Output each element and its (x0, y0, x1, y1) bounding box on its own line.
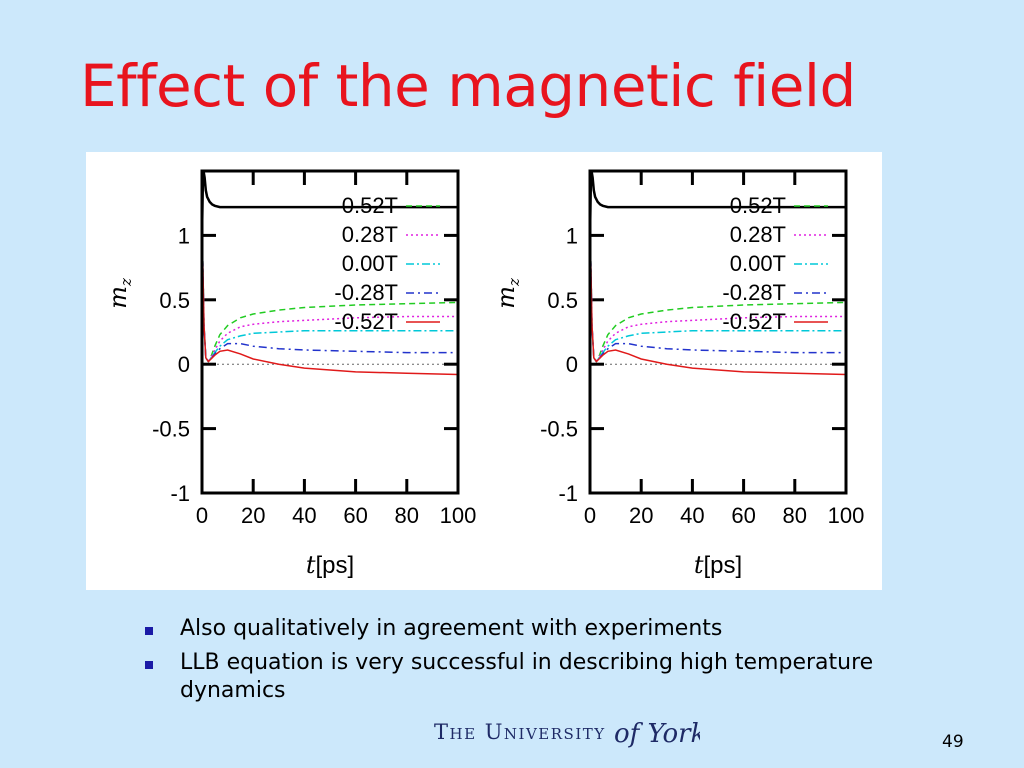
logo-script-text: of York (614, 719, 700, 749)
x-tick-label: 40 (292, 503, 316, 528)
legend-label: -0.52T (722, 309, 786, 334)
y-tick-label: -0.5 (540, 417, 578, 442)
x-axis-label: t[ps] (694, 551, 742, 579)
bullet-text: Also qualitatively in agreement with exp… (180, 616, 723, 641)
chart-2: 0 20 40 60 80 100 -1 -0.5 0 0.5 1 0.52T 0.28T 0.00T -0… (492, 169, 865, 579)
x-tick-label: 100 (828, 503, 865, 528)
series-line-reference (200, 170, 458, 236)
y-tick-label: 0 (178, 352, 190, 377)
plot-frame (588, 169, 848, 495)
bullet-square-icon (145, 661, 153, 669)
series-line-028T (589, 258, 846, 363)
series-line-000T (589, 258, 846, 363)
series-line-000T (201, 258, 458, 363)
university-logo: The University of York (434, 712, 700, 752)
bullet-square-icon (145, 627, 153, 635)
legend-label: 0.52T (730, 193, 786, 218)
y-axis-label: mz (492, 278, 523, 309)
x-axis-label: t[ps] (306, 551, 354, 579)
logo-text: The University (434, 720, 606, 744)
series-line-052T (589, 258, 847, 364)
plot-frame (200, 169, 460, 495)
legend-label: -0.28T (334, 280, 398, 305)
legend-label: -0.28T (722, 280, 786, 305)
bullet-list: Also qualitatively in agreement with exp… (142, 615, 982, 711)
y-tick-label: -1 (558, 481, 578, 506)
y-tick-label: -0.5 (152, 417, 190, 442)
y-axis-label-sub: z (117, 278, 135, 287)
figure-panel: 0 20 40 60 80 100 -1 -0.5 0 0.5 1 0.52T 0.28T 0.00T -0… (86, 152, 882, 590)
series-line-052T (201, 258, 459, 364)
x-tick-label: 0 (196, 503, 208, 528)
series-line-028T (201, 258, 458, 363)
x-axis-label-var: t (306, 551, 316, 579)
charts-svg: 0 20 40 60 80 100-1-0.500.510.52T0.28T0.00T-0… (104, 169, 865, 579)
x-axis-label-var: t (694, 551, 704, 579)
x-tick-label: 20 (241, 503, 265, 528)
x-tick-label: 60 (343, 503, 367, 528)
x-axis-label-unit: [ps] (703, 552, 742, 579)
x-axis-label-unit: [ps] (315, 552, 354, 579)
legend-label: 0.52T (342, 193, 398, 218)
x-tick-label: 80 (783, 503, 807, 528)
chart-1: 0 20 40 60 80 100 -1 -0.5 0 0.5 1 0.52T 0.28T 0.00T -0… (104, 169, 477, 579)
series-line-028T (589, 258, 846, 363)
y-axis-label-sub: z (505, 278, 523, 287)
x-tick-label: 0 (584, 503, 596, 528)
legend-label: -0.52T (334, 309, 398, 334)
y-tick-label: 1 (178, 223, 190, 248)
x-tick-label: 60 (731, 503, 755, 528)
series-line-reference (588, 170, 846, 236)
legend-label: 0.00T (730, 251, 786, 276)
y-tick-label: -1 (170, 481, 190, 506)
y-tick-label: 0.5 (159, 288, 190, 313)
page-number: 49 (942, 732, 964, 752)
legend-label: 0.28T (730, 222, 786, 247)
y-tick-label: 0 (566, 352, 578, 377)
series-line-052T (589, 258, 847, 376)
y-axis-label-var: m (104, 286, 132, 309)
bullet-text: LLB equation is very successful in descr… (180, 650, 874, 703)
x-tick-label: 40 (680, 503, 704, 528)
y-axis-label-var: m (492, 286, 520, 309)
x-tick-label: 20 (629, 503, 653, 528)
series-line-028T (201, 258, 458, 363)
legend-label: 0.00T (342, 251, 398, 276)
x-tick-label: 80 (395, 503, 419, 528)
bullet-item: Also qualitatively in agreement with exp… (142, 615, 982, 643)
y-tick-label: 1 (566, 223, 578, 248)
legend-label: 0.28T (342, 222, 398, 247)
y-axis-label: mz (104, 278, 135, 309)
x-tick-label: 100 (440, 503, 477, 528)
york-script-icon: of York (614, 719, 700, 749)
slide-title: Effect of the magnetic field (80, 52, 856, 120)
bullet-item: LLB equation is very successful in descr… (142, 649, 982, 705)
series-line-052T (201, 258, 459, 376)
y-tick-label: 0.5 (547, 288, 578, 313)
